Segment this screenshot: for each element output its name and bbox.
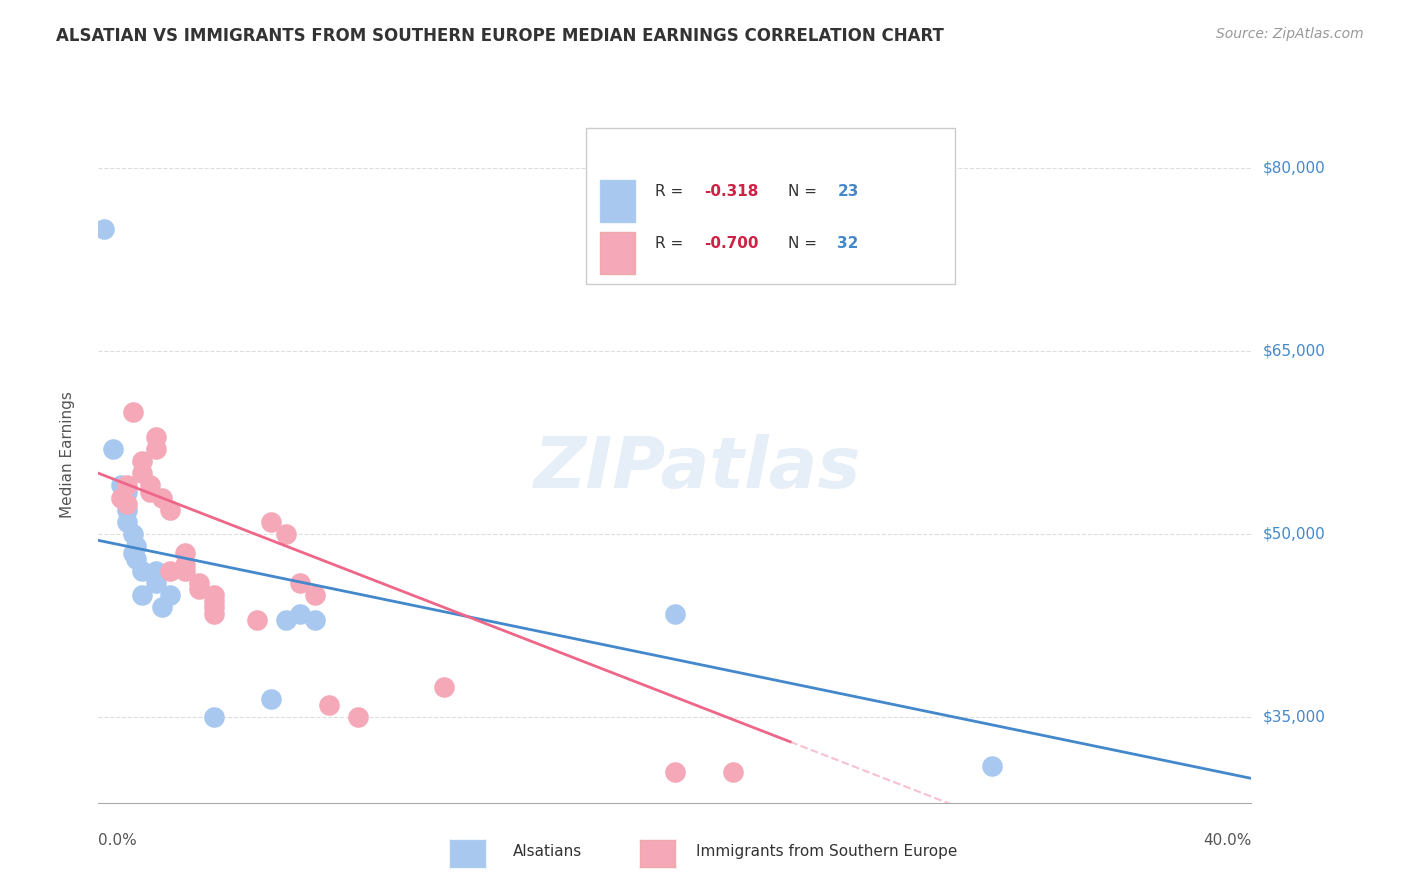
Point xyxy=(117,478,138,492)
Point xyxy=(159,564,181,578)
Text: R =: R = xyxy=(655,184,689,199)
Point xyxy=(131,564,153,578)
Point xyxy=(304,588,326,602)
Point xyxy=(110,491,132,505)
Point xyxy=(139,484,162,499)
Point xyxy=(202,588,225,602)
Point xyxy=(202,607,225,621)
Point xyxy=(260,692,283,706)
Point xyxy=(122,405,145,419)
Point xyxy=(664,607,686,621)
Point xyxy=(981,759,1004,773)
Point xyxy=(721,765,744,780)
Point xyxy=(274,613,297,627)
Point xyxy=(117,484,138,499)
Point xyxy=(101,442,124,456)
Point xyxy=(304,613,326,627)
Point xyxy=(150,600,173,615)
Point xyxy=(246,613,269,627)
Point xyxy=(145,564,167,578)
Point xyxy=(150,491,173,505)
Point xyxy=(202,710,225,724)
Point xyxy=(346,710,368,724)
Point xyxy=(145,429,167,443)
Point xyxy=(145,576,167,591)
Point xyxy=(290,576,312,591)
Text: 32: 32 xyxy=(838,235,859,251)
FancyBboxPatch shape xyxy=(586,128,955,285)
Point xyxy=(131,467,153,481)
Text: $65,000: $65,000 xyxy=(1263,343,1326,359)
Point xyxy=(188,576,211,591)
Text: Source: ZipAtlas.com: Source: ZipAtlas.com xyxy=(1216,27,1364,41)
FancyBboxPatch shape xyxy=(600,232,634,274)
Point xyxy=(131,454,153,468)
Text: Alsatians: Alsatians xyxy=(513,845,582,859)
Point xyxy=(117,503,138,517)
Point xyxy=(122,527,145,541)
Text: Immigrants from Southern Europe: Immigrants from Southern Europe xyxy=(696,845,957,859)
Point xyxy=(125,551,148,566)
Text: N =: N = xyxy=(787,184,821,199)
Text: $50,000: $50,000 xyxy=(1263,527,1326,541)
Text: ALSATIAN VS IMMIGRANTS FROM SOUTHERN EUROPE MEDIAN EARNINGS CORRELATION CHART: ALSATIAN VS IMMIGRANTS FROM SOUTHERN EUR… xyxy=(56,27,943,45)
FancyBboxPatch shape xyxy=(600,180,634,222)
Point xyxy=(290,607,312,621)
Point xyxy=(174,564,197,578)
Point xyxy=(159,503,181,517)
Text: R =: R = xyxy=(655,235,689,251)
Point xyxy=(122,545,145,559)
Text: $35,000: $35,000 xyxy=(1263,710,1326,725)
Point xyxy=(159,588,181,602)
Point xyxy=(433,680,456,694)
Text: -0.700: -0.700 xyxy=(704,235,758,251)
Point xyxy=(117,515,138,529)
Point xyxy=(117,497,138,511)
Point xyxy=(202,594,225,608)
Point xyxy=(274,527,297,541)
Point xyxy=(174,558,197,572)
Point xyxy=(139,478,162,492)
Point xyxy=(260,515,283,529)
Y-axis label: Median Earnings: Median Earnings xyxy=(60,392,75,518)
Point xyxy=(318,698,340,713)
Point xyxy=(93,222,115,236)
Text: 40.0%: 40.0% xyxy=(1204,833,1251,848)
Point xyxy=(125,540,148,554)
Text: $80,000: $80,000 xyxy=(1263,161,1326,176)
Text: 23: 23 xyxy=(838,184,859,199)
Point xyxy=(131,588,153,602)
Text: 0.0%: 0.0% xyxy=(98,833,138,848)
Point xyxy=(145,442,167,456)
Point xyxy=(110,478,132,492)
Point xyxy=(664,765,686,780)
Point xyxy=(202,600,225,615)
Point xyxy=(188,582,211,597)
Text: ZIPatlas: ZIPatlas xyxy=(534,434,862,503)
Point xyxy=(174,545,197,559)
Text: -0.318: -0.318 xyxy=(704,184,758,199)
Text: N =: N = xyxy=(787,235,821,251)
